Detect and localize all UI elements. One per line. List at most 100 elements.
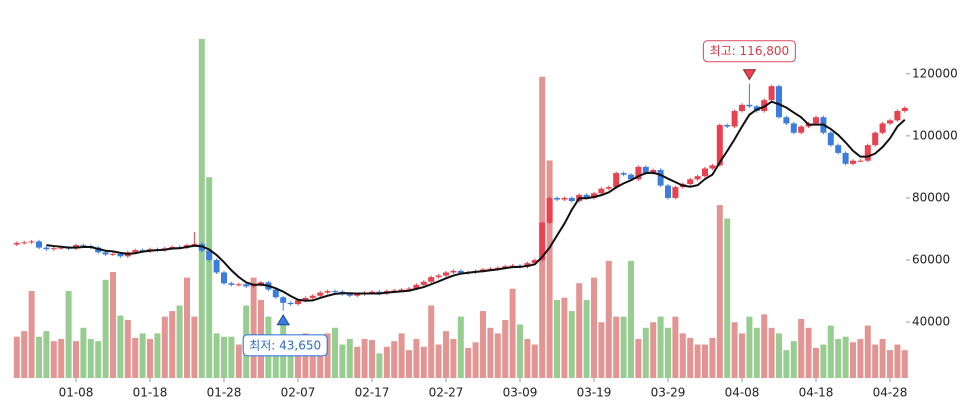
volume-bar bbox=[517, 324, 523, 378]
candle-body bbox=[546, 197, 553, 223]
volume-bar bbox=[879, 338, 886, 378]
volume-bar bbox=[620, 316, 627, 378]
volume-bar bbox=[124, 319, 131, 378]
volume-bar bbox=[369, 340, 375, 378]
volume-bar bbox=[761, 314, 768, 378]
candle-body bbox=[539, 222, 546, 261]
candle-body bbox=[709, 165, 716, 169]
volume-bar bbox=[576, 283, 583, 378]
volume-bar bbox=[894, 344, 901, 378]
volume-bar bbox=[228, 336, 235, 378]
volume-bar bbox=[391, 341, 398, 378]
candle-body bbox=[28, 241, 35, 243]
candle-body bbox=[694, 176, 701, 180]
volume-bar bbox=[790, 341, 797, 378]
y-tick-label: 120000 bbox=[912, 66, 958, 80]
candle-body bbox=[457, 270, 464, 274]
candle-body bbox=[894, 111, 901, 121]
candle-body bbox=[850, 160, 856, 164]
candle-body bbox=[406, 288, 412, 290]
candle-body bbox=[213, 260, 220, 273]
volume-bar bbox=[502, 319, 509, 378]
volume-bar bbox=[191, 316, 198, 378]
volume-bar bbox=[295, 346, 301, 378]
x-tick-label: 02-17 bbox=[355, 386, 390, 400]
candle-body bbox=[620, 173, 627, 175]
candle-body bbox=[221, 272, 227, 284]
candle-body bbox=[665, 185, 671, 198]
volume-bar bbox=[827, 325, 834, 378]
volume-bar bbox=[87, 338, 94, 378]
volume-bar bbox=[805, 327, 812, 378]
volume-bar bbox=[605, 260, 612, 378]
volume-bar bbox=[36, 336, 42, 378]
candle-body bbox=[879, 123, 886, 133]
candle-body bbox=[235, 284, 242, 286]
candle-body bbox=[702, 168, 708, 177]
volume-bar bbox=[376, 353, 383, 378]
volume-bar bbox=[702, 344, 708, 378]
volume-bar bbox=[272, 338, 279, 378]
volume-bar bbox=[420, 346, 427, 378]
candle-body bbox=[864, 145, 871, 161]
volume-bar bbox=[206, 177, 213, 378]
volume-bar bbox=[739, 333, 745, 378]
x-tick-label: 03-09 bbox=[503, 386, 538, 400]
candle-body bbox=[132, 250, 139, 253]
volume-bar bbox=[428, 305, 435, 378]
volume-bar bbox=[798, 318, 805, 378]
volume-bar bbox=[583, 299, 590, 378]
volume-bar bbox=[887, 350, 893, 378]
volume-bar bbox=[591, 277, 597, 378]
candle-body bbox=[398, 289, 405, 291]
candle-body bbox=[716, 124, 723, 166]
candle-body bbox=[280, 297, 287, 303]
candle-body bbox=[494, 267, 501, 269]
volume-bar bbox=[672, 316, 679, 378]
candle-body bbox=[354, 294, 361, 296]
volume-bar bbox=[731, 322, 738, 378]
candle-body bbox=[428, 277, 435, 282]
candle-body bbox=[561, 197, 568, 200]
volume-bar bbox=[776, 333, 782, 378]
volume-bar bbox=[21, 331, 28, 378]
volume-bar bbox=[546, 160, 553, 378]
candle-body bbox=[724, 124, 731, 127]
volume-bar bbox=[901, 350, 908, 378]
candle-body bbox=[554, 197, 560, 200]
volume-bar bbox=[716, 205, 723, 378]
candle-body bbox=[776, 86, 782, 118]
volume-bar bbox=[472, 342, 479, 378]
candle-body bbox=[243, 284, 250, 287]
volume-bar bbox=[872, 344, 879, 378]
candle-body bbox=[102, 252, 109, 255]
volume-bar bbox=[850, 342, 856, 378]
high-label-box bbox=[702, 40, 797, 63]
volume-bar bbox=[554, 299, 560, 378]
volume-bar bbox=[339, 344, 346, 378]
candle-body bbox=[413, 284, 420, 289]
volume-bar bbox=[724, 218, 731, 378]
candle-body bbox=[450, 270, 457, 273]
candle-body bbox=[731, 111, 738, 127]
volume-bar bbox=[465, 347, 472, 378]
volume-bar bbox=[213, 333, 220, 378]
volume-bar bbox=[398, 333, 405, 378]
candle-body bbox=[768, 86, 775, 101]
volume-bar bbox=[509, 288, 516, 378]
volume-bar bbox=[753, 327, 760, 378]
volume-bar bbox=[813, 347, 819, 378]
x-tick-label: 03-19 bbox=[577, 386, 612, 400]
volume-bar bbox=[169, 311, 176, 378]
volume-bar bbox=[176, 305, 183, 378]
candle-body bbox=[531, 260, 538, 264]
volume-bar bbox=[657, 316, 664, 378]
volume-bar bbox=[50, 341, 57, 378]
candle-body bbox=[872, 132, 879, 146]
x-tick-label: 01-08 bbox=[59, 386, 94, 400]
candle-body bbox=[613, 173, 620, 188]
volume-bar bbox=[332, 327, 338, 378]
candle-body bbox=[628, 174, 634, 180]
volume-bar bbox=[139, 333, 146, 378]
